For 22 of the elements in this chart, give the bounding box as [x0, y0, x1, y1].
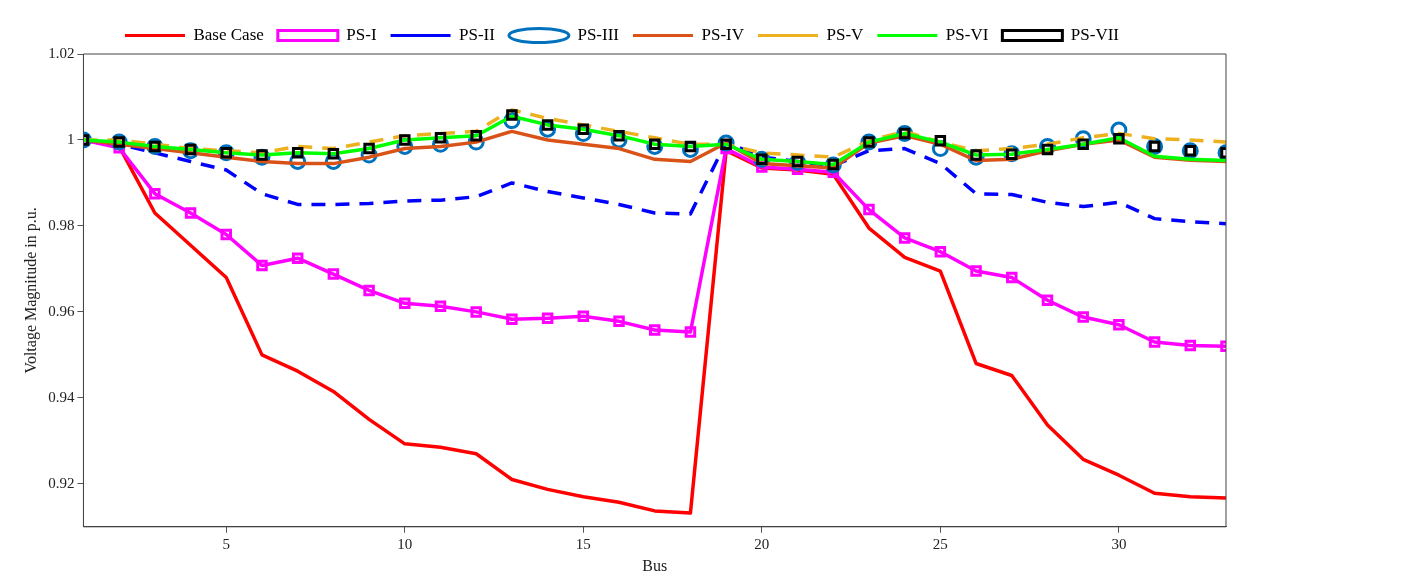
- legend-label: PS-V: [826, 24, 865, 44]
- x-tick-label: 5: [222, 535, 231, 552]
- x-axis-title: Bus: [642, 556, 668, 574]
- y-tick-label: 0.94: [48, 388, 75, 405]
- x-tick-label: 30: [1111, 535, 1127, 552]
- y-tick-label: 1.02: [48, 44, 75, 61]
- x-tick-label: 25: [932, 535, 948, 552]
- x-tick-label: 15: [575, 535, 591, 552]
- y-tick-label: 1: [66, 130, 75, 147]
- legend-label: PS-VII: [1070, 24, 1120, 44]
- y-tick-label: 0.96: [48, 302, 75, 319]
- legend-label: PS-I: [346, 24, 377, 44]
- legend-label: PS-II: [459, 24, 496, 44]
- y-tick-label: 0.92: [48, 474, 75, 491]
- y-tick-label: 0.98: [48, 216, 75, 233]
- legend-label: PS-VI: [945, 24, 989, 44]
- legend-label: PS-IV: [701, 24, 745, 44]
- x-tick-label: 10: [397, 535, 413, 552]
- legend-label: Base Case: [193, 24, 264, 44]
- y-axis-title: Voltage Magnitude in p.u.: [21, 207, 40, 374]
- legend-label: PS-III: [577, 24, 620, 44]
- x-tick-label: 20: [754, 535, 770, 552]
